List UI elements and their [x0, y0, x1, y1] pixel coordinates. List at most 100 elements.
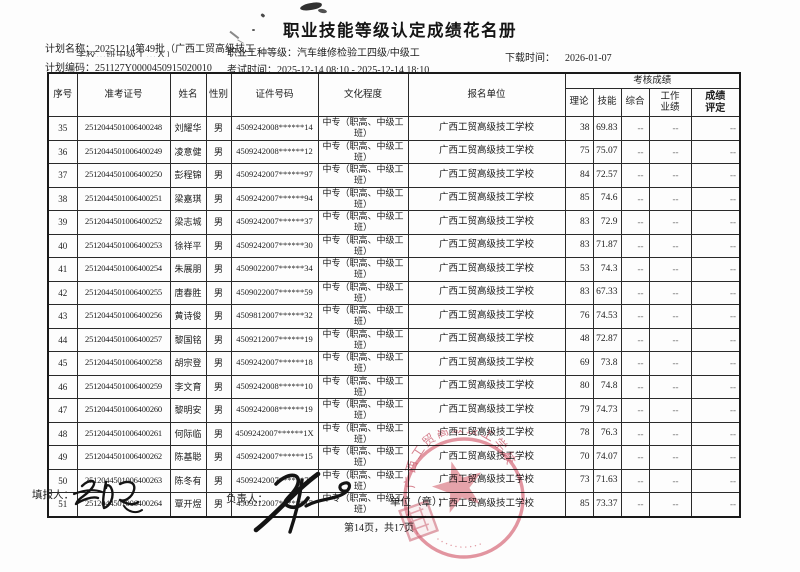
col-header-work-perf: 工作业绩 [648, 88, 692, 117]
cell-org: 广西工贸高级技工学校 [407, 116, 566, 141]
cell-ticket-no: 2512044501006400250 [76, 163, 171, 188]
plan-code-label: 计划编码： [45, 63, 95, 74]
download-time-line: 下载时间： 2026-01-07 [505, 49, 612, 64]
cell-education: 中专（职高、中级工班） [317, 139, 409, 164]
download-time-value: 2026-01-07 [565, 53, 612, 64]
cell-education: 中专（职高、中级工班） [317, 163, 409, 188]
cell-theory-score: 85 [564, 186, 594, 211]
cell-evaluation: -- [690, 374, 741, 399]
cell-serial: 38 [47, 186, 78, 211]
cell-evaluation: -- [690, 257, 741, 282]
cell-serial: 49 [47, 445, 78, 470]
cell-id-no: 4509022007******34 [230, 257, 319, 282]
cell-theory-score: 38 [564, 116, 594, 141]
cell-name: 梁嘉琪 [169, 186, 207, 211]
cell-education: 中专（职高、中级工班） [317, 445, 409, 470]
cell-comprehensive-score: -- [620, 257, 650, 282]
cell-evaluation: -- [690, 210, 741, 235]
cell-skill-score: 74.3 [592, 257, 622, 282]
cell-skill-score: 74.6 [592, 186, 622, 211]
cell-id-no: 4509242007******97 [230, 163, 319, 188]
cell-education: 中专（职高、中级工班） [317, 186, 409, 211]
cell-name: 唐春胜 [169, 280, 207, 305]
cell-theory-score: 76 [564, 304, 594, 329]
table-row: 37 2512044501006400250 彭程锦 男 4509242007*… [47, 163, 741, 188]
occupation-line: 职业工种等级：汽车维修检验工四级/中级工 [227, 44, 420, 59]
cell-serial: 47 [47, 398, 78, 423]
cell-serial: 41 [47, 257, 78, 282]
cell-comprehensive-score: -- [620, 280, 650, 305]
cell-skill-score: 72.9 [592, 210, 622, 235]
cell-work-perf-score: -- [648, 468, 692, 493]
cell-ticket-no: 2512044501006400255 [76, 280, 171, 305]
cell-education: 中专（职高、中级工班） [317, 116, 409, 141]
cell-ticket-no: 2512044501006400259 [76, 374, 171, 399]
cell-comprehensive-score: -- [620, 398, 650, 423]
cell-evaluation: -- [690, 445, 741, 470]
cell-evaluation: -- [690, 398, 741, 423]
cell-work-perf-score: -- [648, 139, 692, 164]
col-header-work-perf-label: 工作业绩 [660, 91, 680, 113]
unit-seal-label: 单位（章）： [390, 497, 448, 508]
cell-serial: 40 [47, 233, 78, 258]
cell-education: 中专（职高、中级工班） [317, 257, 409, 282]
cell-skill-score: 74.53 [592, 304, 622, 329]
plan-name-line: 计划名称：20251214第49批（广西工贸高级技工 [45, 40, 255, 55]
cell-education: 中专（职高、中级工班） [317, 327, 409, 352]
cell-theory-score: 75 [564, 139, 594, 164]
cell-work-perf-score: -- [648, 445, 692, 470]
table-row: 38 2512044501006400251 梁嘉琪 男 4509242007*… [47, 186, 741, 211]
cell-serial: 37 [47, 163, 78, 188]
cell-ticket-no: 2512044501006400261 [76, 421, 171, 446]
cell-comprehensive-score: -- [620, 210, 650, 235]
exam-time-line: 考试时间：2025-12-14 08:10 - 2025-12-14 18:10 [227, 61, 429, 76]
cell-theory-score: 69 [564, 351, 594, 376]
cell-evaluation: -- [690, 421, 741, 446]
cell-evaluation: -- [690, 468, 741, 493]
cell-org: 广西工贸高级技工学校 [407, 280, 566, 305]
cell-work-perf-score: -- [648, 233, 692, 258]
cell-work-perf-score: -- [648, 116, 692, 141]
cell-id-no: 4509242007******18 [230, 351, 319, 376]
cell-org: 广西工贸高级技工学校 [407, 233, 566, 258]
table-row: 42 2512044501006400255 唐春胜 男 4509022007*… [47, 280, 741, 305]
cell-gender: 男 [205, 398, 232, 423]
occupation-label: 职业工种等级： [227, 48, 297, 59]
cell-name: 覃开煜 [169, 492, 207, 517]
cell-skill-score: 69.83 [592, 116, 622, 141]
cell-ticket-no: 2512044501006400252 [76, 210, 171, 235]
official-seal-stamp: 广西工贸高级技工学校 •••••••••• [397, 430, 525, 559]
cell-evaluation: -- [690, 233, 741, 258]
cell-name: 陈基聪 [169, 445, 207, 470]
cell-gender: 男 [205, 139, 232, 164]
cell-name: 黄诗俊 [169, 304, 207, 329]
cell-evaluation: -- [690, 327, 741, 352]
cell-gender: 男 [205, 163, 232, 188]
col-header-theory: 理论 [564, 88, 594, 117]
cell-comprehensive-score: -- [620, 445, 650, 470]
cell-name: 黎明安 [169, 398, 207, 423]
cell-gender: 男 [205, 280, 232, 305]
cell-skill-score: 74.73 [592, 398, 622, 423]
cell-evaluation: -- [690, 186, 741, 211]
cell-comprehensive-score: -- [620, 468, 650, 493]
cell-id-no: 4509242007******15 [230, 445, 319, 470]
exam-time-value: 2025-12-14 08:10 - 2025-12-14 18:10 [277, 65, 430, 76]
cell-education: 中专（职高、中级工班） [317, 233, 409, 258]
cell-org: 广西工贸高级技工学校 [407, 210, 566, 235]
cell-skill-score: 73.8 [592, 351, 622, 376]
cell-skill-score: 73.37 [592, 492, 622, 517]
ink-smudge [317, 8, 328, 14]
col-header-education: 文化程度 [317, 72, 409, 117]
cell-education: 中专（职高、中级工班） [317, 374, 409, 399]
cell-name: 胡宗登 [169, 351, 207, 376]
cell-evaluation: -- [690, 163, 741, 188]
cell-work-perf-score: -- [648, 374, 692, 399]
cell-gender: 男 [205, 468, 232, 493]
cell-id-no: 4509242008******14 [230, 116, 319, 141]
cell-skill-score: 71.63 [592, 468, 622, 493]
cell-ticket-no: 2512044501006400262 [76, 445, 171, 470]
table-row: 50 2512044501006400263 陈冬有 男 4509242007*… [47, 468, 741, 493]
cell-education: 中专（职高、中级工班） [317, 398, 409, 423]
col-header-name: 姓名 [169, 72, 207, 117]
